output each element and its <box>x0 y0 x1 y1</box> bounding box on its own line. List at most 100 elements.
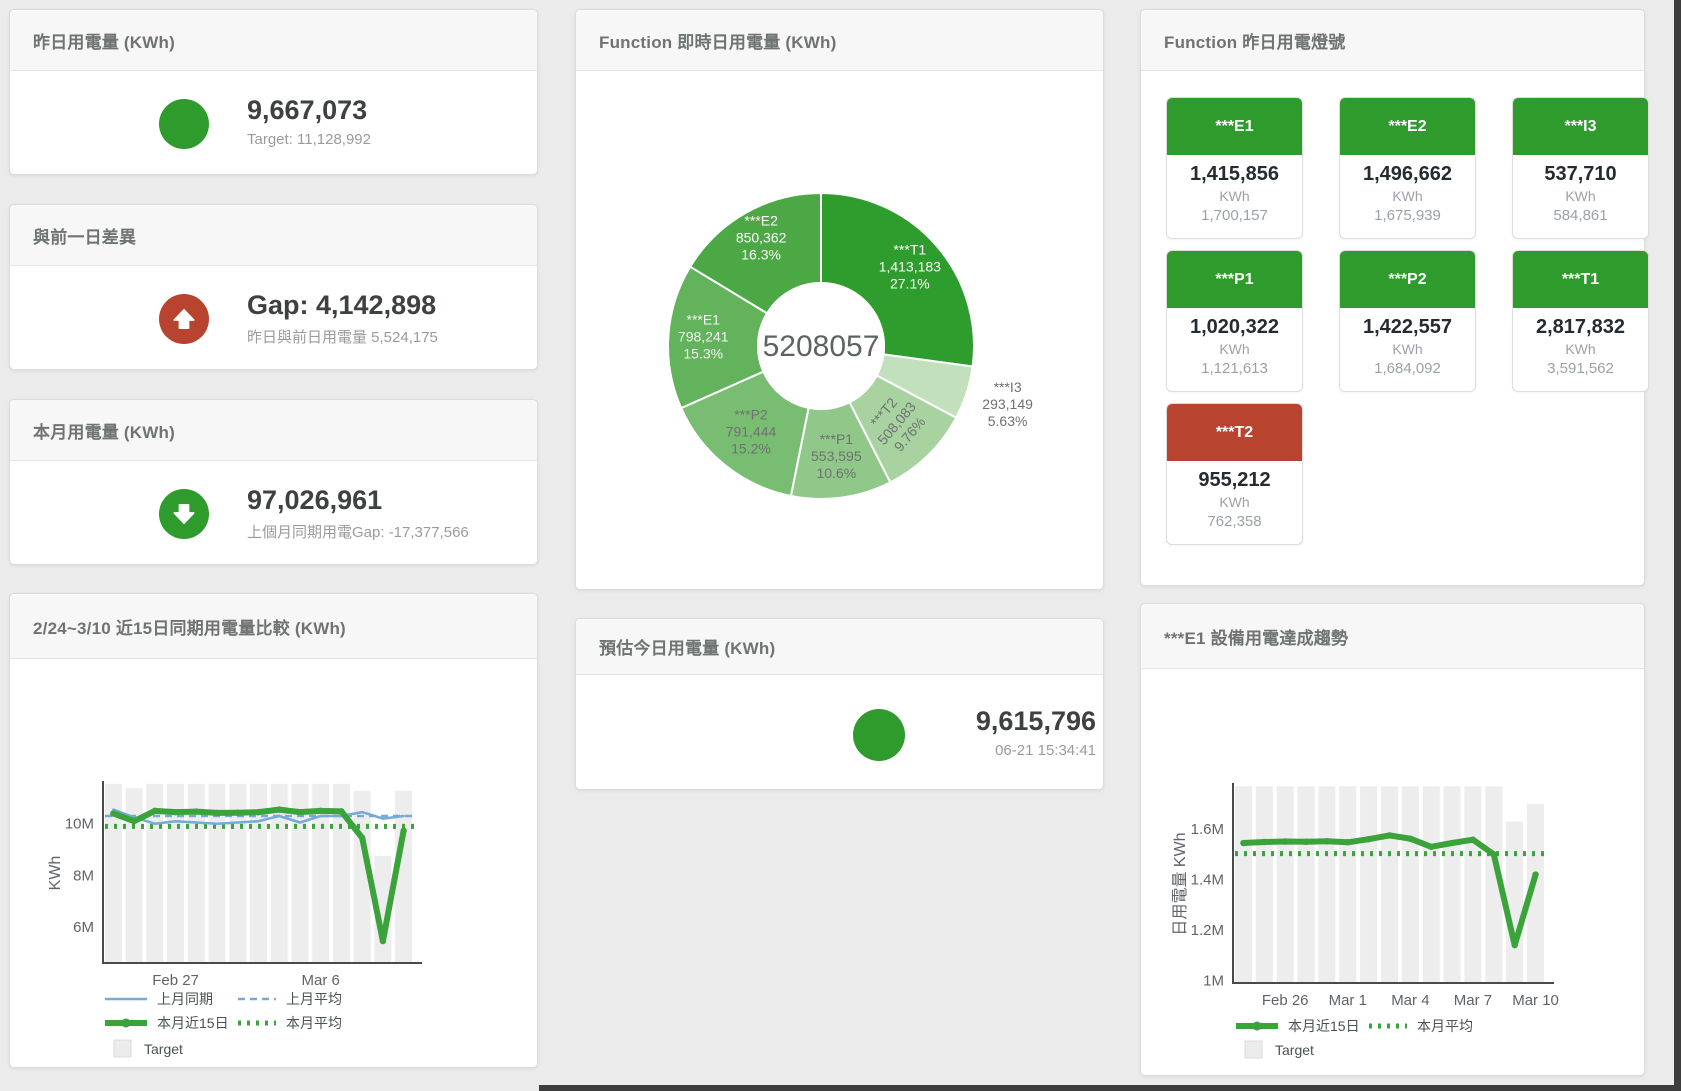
gap-value: Gap: 4,142,898 <box>247 290 437 320</box>
card-donut-header: Function 即時日用電量 (KWh) <box>576 10 1103 71</box>
legend-label: 本月平均 <box>1417 1018 1473 1034</box>
series-point <box>379 937 387 945</box>
target-bar <box>1485 786 1503 983</box>
card-e1-trend-header: ***E1 設備用電達成趨勢 <box>1141 604 1644 669</box>
card-lamp-header: Function 昨日用電燈號 <box>1141 10 1644 71</box>
target-bar <box>374 856 392 963</box>
y-axis-label: KWh <box>47 856 64 891</box>
lamp-tile-value: 1,422,557 <box>1363 316 1452 338</box>
lamp-tile-target: 1,121,613 <box>1201 360 1268 377</box>
target-bar <box>1443 786 1461 983</box>
y-tick-label: 8M <box>73 867 94 884</box>
legend-label: 上月同期 <box>157 991 213 1007</box>
donut-center-total: 5208057 <box>763 330 880 363</box>
lamp-tile-target: 1,700,157 <box>1201 207 1268 224</box>
donut-slice-label: ***T1 1,413,183 27.1% <box>879 241 941 291</box>
target-bar <box>1422 786 1440 983</box>
lamp-tile-e1: ***E1 1,415,856 KWh 1,700,157 <box>1166 97 1303 239</box>
kpi-text-block: Gap: 4,142,898 昨日與前日用電量 5,524,175 <box>247 290 438 347</box>
x-tick-label: Mar 10 <box>1512 992 1559 1009</box>
lamp-tile-label: ***P2 <box>1340 251 1475 308</box>
series-point <box>400 827 407 834</box>
lamp-tile-target: 1,684,092 <box>1374 360 1441 377</box>
status-circle-icon <box>159 99 209 149</box>
card-e1-trend: ***E1 設備用電達成趨勢 1M 1.2M 1.4M 1.6M Feb 26 Mar 1… <box>1140 603 1645 1076</box>
series-point <box>110 810 117 817</box>
target-bar <box>312 783 330 963</box>
target-bar <box>1360 786 1378 983</box>
target-bar <box>104 783 122 963</box>
donut-slice-label: ***E1 798,241 15.3% <box>678 312 729 362</box>
lamp-tile-p1: ***P1 1,020,322 KWh 1,121,613 <box>1166 250 1303 392</box>
right-scrollbar[interactable] <box>1674 0 1681 1091</box>
series-point <box>1302 838 1310 845</box>
gap-subtitle: 昨日與前日用電量 5,524,175 <box>247 329 438 346</box>
series-line <box>112 808 405 825</box>
card-month-title: 本月用電量 (KWh) <box>33 422 175 442</box>
legend-label: 本月近15日 <box>157 1015 229 1031</box>
arrow-up-icon <box>173 308 195 330</box>
series-point <box>130 817 138 825</box>
lamp-tile-label: ***T1 <box>1513 251 1648 308</box>
series-point <box>1365 836 1372 843</box>
series-point <box>276 806 283 813</box>
card-estimate-title: 預估今日用電量 (KWh) <box>599 639 776 658</box>
lamp-tile-t1: ***T1 2,817,832 KWh 3,591,562 <box>1512 250 1649 392</box>
series-point <box>193 808 200 815</box>
target-bar <box>1255 786 1273 983</box>
x-tick-label: Feb 27 <box>152 972 199 989</box>
arrow-down-icon <box>173 503 195 525</box>
estimate-value: 9,615,796 <box>975 706 1096 736</box>
legend-label: Target <box>1275 1042 1314 1058</box>
card-lamp-title: Function 昨日用電燈號 <box>1164 32 1346 52</box>
legend-label: 本月近15日 <box>1288 1018 1360 1034</box>
series-point <box>317 807 324 815</box>
series-point <box>1428 843 1435 850</box>
x-tick-label: Mar 7 <box>1454 992 1492 1009</box>
lamp-tile-unit: KWh <box>1392 341 1423 357</box>
y-tick-label: 1M <box>1203 972 1224 989</box>
series-point <box>255 808 262 816</box>
series-point <box>172 808 179 816</box>
card-compare-title: 2/24~3/10 近15日同期用電量比較 (KWh) <box>33 618 346 638</box>
lamp-tile-unit: KWh <box>1565 188 1596 204</box>
lamp-tile-i3: ***I3 537,710 KWh 584,861 <box>1512 97 1649 239</box>
target-bar <box>1297 786 1315 983</box>
lamp-tile-p2: ***P2 1,422,557 KWh 1,684,092 <box>1339 250 1476 392</box>
series-point <box>151 807 159 815</box>
donut-slice-label: ***E2 850,362 16.3% <box>736 213 787 263</box>
kpi-text-block: 9,667,073 Target: 11,128,992 <box>247 95 371 148</box>
card-month-header: 本月用電量 (KWh) <box>10 400 537 461</box>
series-point <box>296 808 304 816</box>
y-axis-label: 日用電量 KWh <box>1172 832 1189 935</box>
lamp-tile-e2: ***E2 1,496,662 KWh 1,675,939 <box>1339 97 1476 239</box>
card-day-gap-header: 與前一日差異 <box>10 205 537 266</box>
kpi-text-block: 9,615,796 06-21 15:34:41 <box>936 706 1096 759</box>
legend-target-swatch <box>1244 1040 1263 1059</box>
donut-slice-label: ***I3 293,149 5.63% <box>982 379 1033 429</box>
estimate-timestamp: 06-21 15:34:41 <box>995 742 1096 759</box>
card-day-gap: 與前一日差異 Gap: 4,142,898 昨日與前日用電量 5,524,175 <box>9 204 538 370</box>
series-point <box>1323 838 1331 845</box>
x-tick-label: Mar 1 <box>1329 992 1367 1009</box>
card-yesterday-usage: 昨日用電量 (KWh) 9,667,073 Target: 11,128,992 <box>9 9 538 175</box>
realtime-donut-chart: ***T1 1,413,183 27.1% ***I3 293,149 5.63% ***T… <box>667 191 1033 500</box>
card-lamp-status: Function 昨日用電燈號 ***E1 1,415,856 KWh 1,700,1… <box>1140 9 1649 586</box>
target-bar <box>1234 786 1252 983</box>
x-tick-label: Mar 6 <box>302 972 340 989</box>
target-bar <box>332 783 350 963</box>
series-point <box>1386 832 1393 839</box>
month-gap: 上個月同期用電Gap: -17,377,566 <box>247 524 469 541</box>
lamp-tile-target: 584,861 <box>1553 207 1608 224</box>
target-bar <box>1276 786 1294 983</box>
donut-center <box>757 282 885 410</box>
lamp-tile-label: ***E1 <box>1167 98 1302 155</box>
target-bar <box>208 783 226 963</box>
lamp-tile-target: 3,591,562 <box>1547 360 1614 377</box>
card-estimate-header: 預估今日用電量 (KWh) <box>576 619 1103 675</box>
card-compare-body: 6M 8M 10M Feb 27 Mar 6 KWh 上月同期 上月平均 本月近15日 本月平均 T… <box>10 659 537 1068</box>
series-point <box>338 808 345 815</box>
e1-trend-chart: 1M 1.2M 1.4M 1.6M Feb 26 Mar 1 Mar 4 Mar 7 Mar 1… <box>1172 783 1559 1059</box>
